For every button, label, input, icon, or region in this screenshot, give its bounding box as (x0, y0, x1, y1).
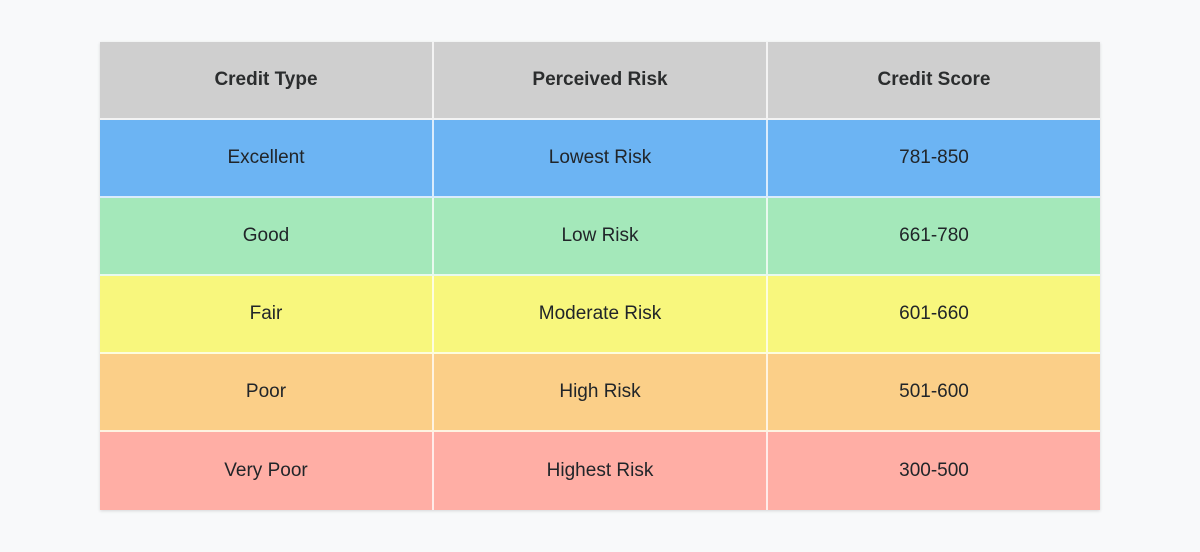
cell-perceived-risk: Low Risk (434, 198, 768, 276)
table-row-fair: Fair Moderate Risk 601-660 (100, 276, 1100, 354)
cell-credit-score: 661-780 (768, 198, 1100, 276)
cell-credit-score: 300-500 (899, 460, 969, 481)
table-row-good: Good Low Risk 661-780 (100, 198, 1100, 276)
cell-perceived-risk: Moderate Risk (434, 276, 768, 354)
credit-score-table: Credit Type Perceived Risk Credit Score … (100, 42, 1100, 510)
cell-credit-score: 601-660 (768, 276, 1100, 354)
table-row-poor: Poor High Risk 501-600 (100, 354, 1100, 432)
table-header-row: Credit Type Perceived Risk Credit Score (100, 42, 1100, 120)
cell-credit-type: Excellent (100, 120, 434, 198)
cell-credit-score: 781-850 (768, 120, 1100, 198)
cell-credit-type: Fair (100, 276, 434, 354)
cell-perceived-risk: Highest Risk (434, 432, 768, 510)
cell-perceived-risk: Lowest Risk (434, 120, 768, 198)
header-cell-credit-score: Credit Score (768, 42, 1100, 120)
cell-perceived-risk: High Risk (434, 354, 768, 432)
cell-credit-type: Good (100, 198, 434, 276)
cell-credit-type: Poor (100, 354, 434, 432)
header-cell-perceived-risk: Perceived Risk (434, 42, 768, 120)
cell-credit-type: Very Poor (100, 432, 434, 510)
header-cell-credit-type: Credit Type (100, 42, 434, 120)
cell-credit-score: 501-600 (768, 354, 1100, 432)
table-row-excellent: Excellent Lowest Risk 781-850 (100, 120, 1100, 198)
table-row-very-poor: Very Poor Highest Risk 300-500 (100, 432, 1100, 510)
